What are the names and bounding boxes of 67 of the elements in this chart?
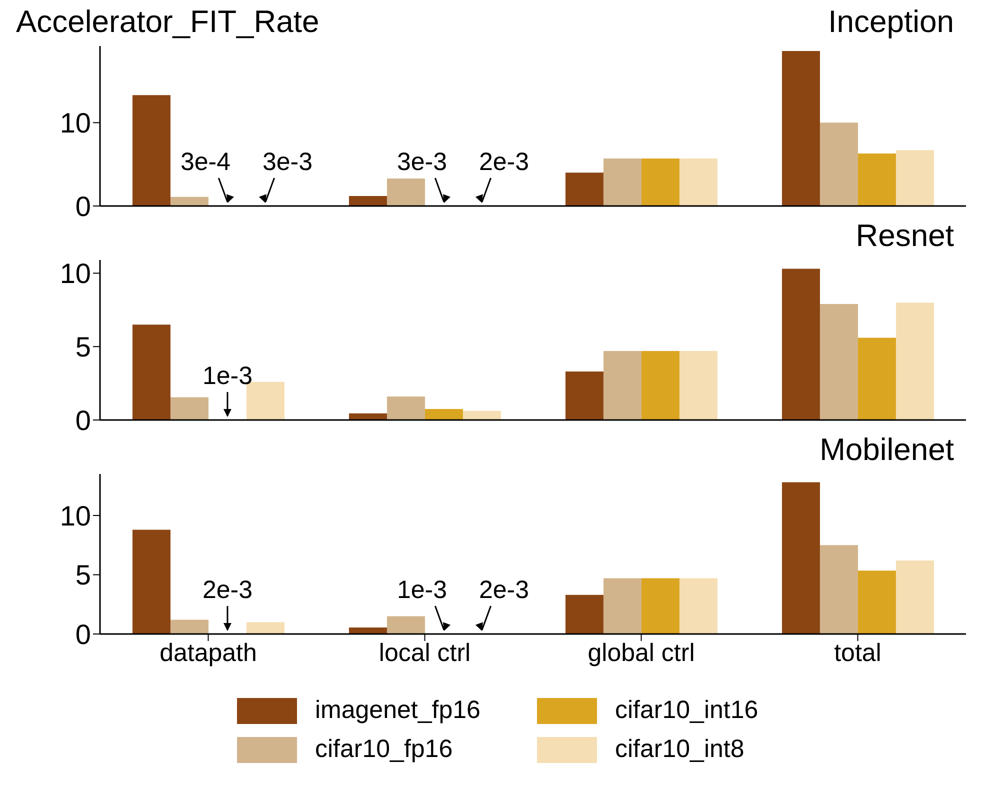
x-tick-label: global ctrl [588,638,695,667]
y-axis-title: Accelerator_FIT_Rate [16,4,320,40]
bar [565,172,604,206]
annotation: 2e-3 [478,576,529,604]
bar [858,338,896,420]
bar [896,150,934,206]
bar [679,351,718,420]
bar [641,578,680,634]
bar [462,410,501,420]
legend-label: cifar10_int16 [615,696,758,725]
bar [170,196,208,206]
bar [896,560,934,634]
y-tick-label: 5 [75,560,91,591]
bar [679,158,718,206]
bar [820,122,858,206]
bar [820,304,858,420]
annotation: 3e-3 [262,148,312,176]
bar [782,482,820,634]
annotation: 2e-3 [478,148,529,176]
bar [603,158,642,206]
bar [132,95,170,206]
legend-label: cifar10_int8 [615,735,744,764]
bar [386,616,425,634]
x-tick-label: total [834,638,882,667]
annotation: 1e-3 [396,576,447,604]
bar [565,594,604,634]
bar [348,196,387,206]
legend-label: cifar10_fp16 [315,735,453,764]
chart-title: Inception [828,4,954,40]
x-tick-label: datapath [160,638,257,667]
annotation: 3e-3 [396,148,447,176]
bar [858,570,896,634]
bar [565,372,604,420]
bar [132,324,170,420]
bar [641,158,680,206]
bar [132,530,170,634]
bar [641,351,680,420]
bar [170,620,208,634]
bar [858,154,896,206]
chart-title: Resnet [856,218,954,254]
bar [424,408,463,420]
annotation: 1e-3 [202,362,252,390]
bar [348,627,387,634]
y-tick-label: 0 [75,190,91,222]
bar [348,413,387,420]
bar [603,578,642,634]
bar [679,578,718,634]
y-tick-label: 0 [75,618,91,650]
bar [386,396,425,420]
bar [603,351,642,420]
y-tick-label: 5 [75,332,91,363]
legend-label: imagenet_fp16 [315,696,480,725]
bar [246,622,284,634]
y-tick-label: 10 [60,108,91,139]
annotation: 3e-4 [180,148,231,176]
bar [170,397,208,420]
chart-title: Mobilenet [820,432,954,468]
bar [896,302,934,420]
bar [820,545,858,634]
bar [386,178,425,206]
bar [782,51,820,206]
x-tick-label: local ctrl [378,638,471,667]
bar [782,268,820,420]
annotation: 2e-3 [202,576,252,604]
y-tick-label: 10 [60,258,91,290]
y-tick-label: 10 [60,500,91,532]
y-tick-label: 0 [75,404,91,436]
